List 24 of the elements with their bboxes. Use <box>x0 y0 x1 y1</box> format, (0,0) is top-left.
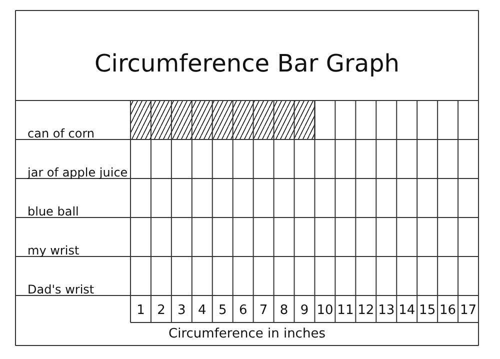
y-tick-label: blue ball <box>28 204 79 218</box>
x-tick-label: 1 <box>136 303 145 318</box>
x-tick-label: 15 <box>419 303 436 318</box>
x-tick-label: 6 <box>238 303 248 318</box>
x-tick-label: 5 <box>218 303 227 318</box>
x-tick-label: 3 <box>178 303 186 318</box>
x-tick-label: 8 <box>280 303 288 318</box>
y-tick-label: my wrist <box>28 244 80 258</box>
x-tick-label: 17 <box>460 303 477 318</box>
x-tick-label: 2 <box>157 303 166 318</box>
x-tick-label: 11 <box>337 303 354 318</box>
y-tick-label: jar of apple juice <box>26 166 128 180</box>
x-tick-label: 4 <box>198 303 206 318</box>
x-tick-label: 10 <box>316 303 334 318</box>
x-tick-label: 14 <box>398 303 416 318</box>
x-tick-label: 12 <box>358 303 374 318</box>
x-tick-label: 16 <box>440 303 456 318</box>
x-axis-title: Circumference in inches <box>168 326 326 342</box>
y-tick-label: Dad's wrist <box>28 282 94 296</box>
x-tick-label: 7 <box>259 303 268 318</box>
chart-title: Circumference Bar Graph <box>94 50 400 78</box>
x-tick-label: 9 <box>300 303 309 318</box>
x-tick-label: 13 <box>378 303 395 318</box>
y-tick-label: can of corn <box>28 126 95 140</box>
